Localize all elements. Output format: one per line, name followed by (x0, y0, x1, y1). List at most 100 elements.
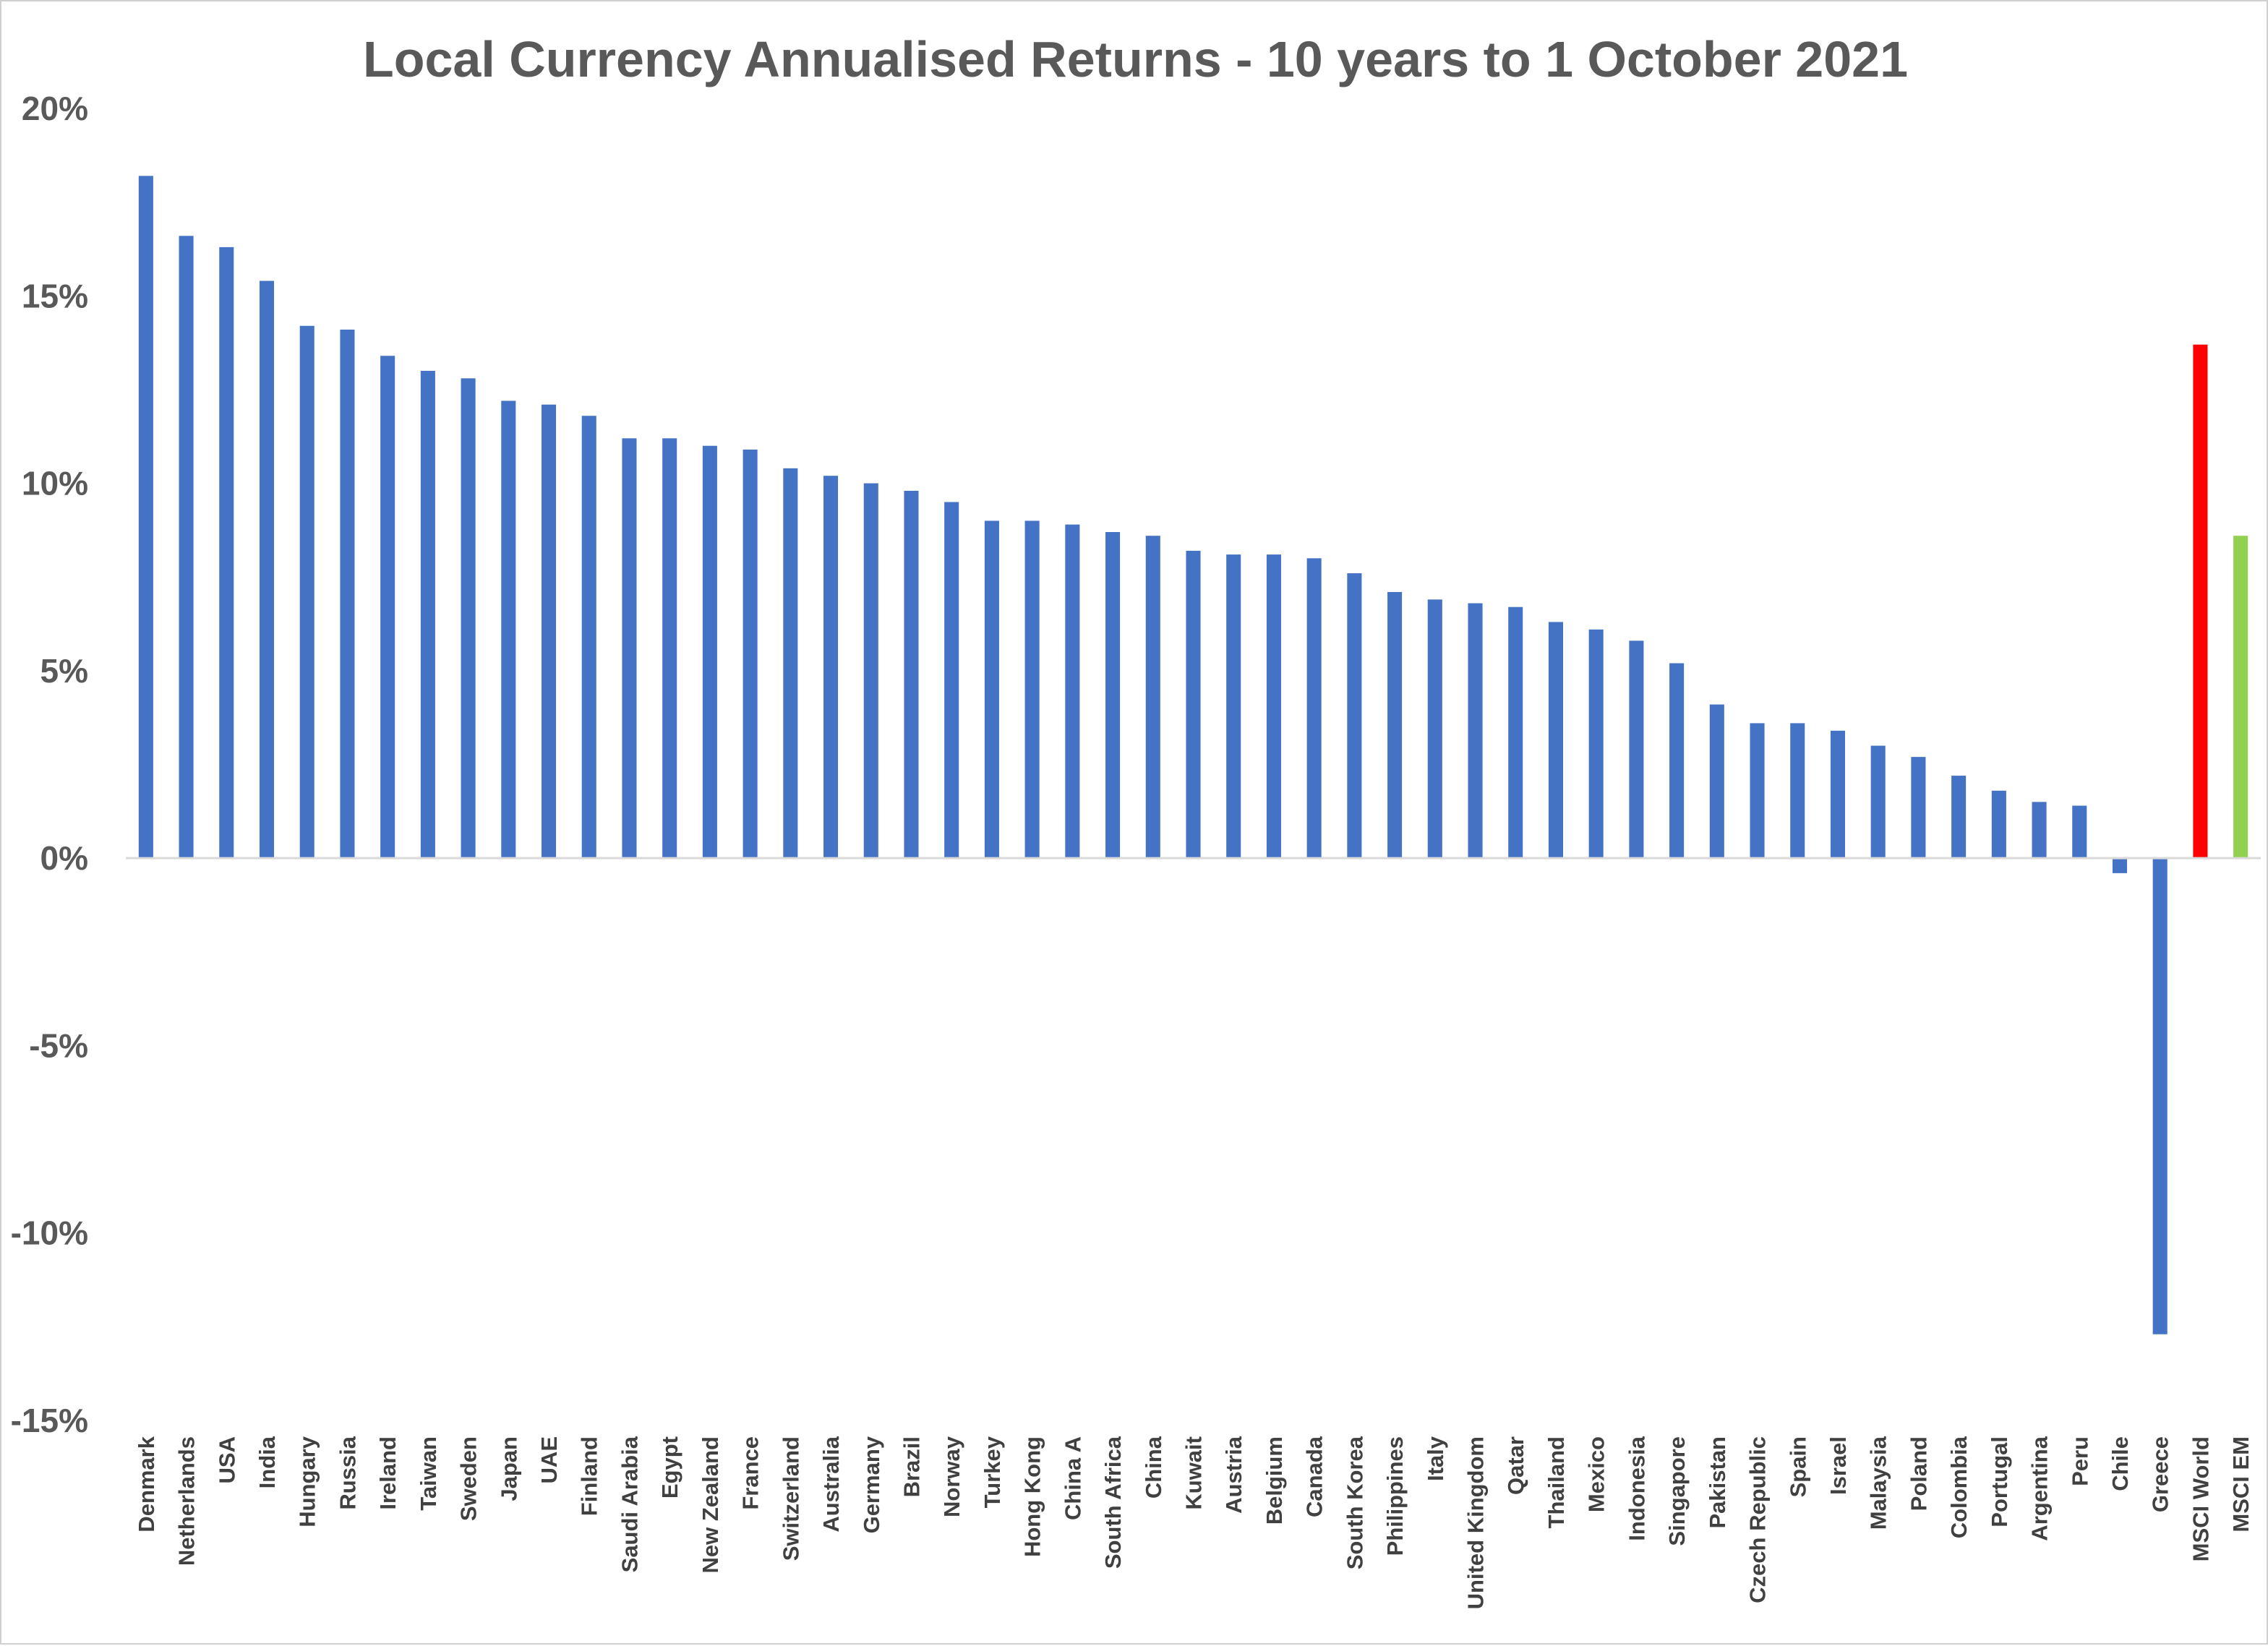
x-tick-label: Switzerland (778, 1436, 803, 1561)
bar-russia (340, 329, 355, 859)
x-tick-label: Netherlands (174, 1436, 200, 1566)
bar-egypt (662, 438, 677, 859)
bar-hong-kong (1024, 520, 1040, 859)
bar-china (1145, 536, 1160, 859)
x-tick-label: Denmark (134, 1436, 159, 1532)
x-tick-label: Norway (939, 1436, 964, 1517)
x-tick-label: Canada (1302, 1436, 1327, 1517)
bar-israel (1830, 730, 1846, 859)
x-tick-label: Belgium (1262, 1436, 1287, 1525)
x-tick-label: Taiwan (416, 1436, 441, 1511)
bar-belgium (1266, 554, 1281, 859)
y-tick-label: 20% (22, 90, 88, 127)
y-tick-label: -15% (11, 1402, 88, 1439)
bar-kuwait (1186, 550, 1201, 859)
bar-finland (581, 416, 596, 859)
bar-spain (1790, 723, 1805, 859)
bar-mexico (1588, 629, 1604, 859)
bar-portugal (1991, 790, 2006, 859)
y-axis-labels: 20% 15% 10% 5% 0% -5% -10% -15% (11, 90, 88, 1439)
bar-msci-world (2193, 344, 2208, 859)
bar-south-korea (1347, 573, 1362, 859)
x-tick-label: Peru (2067, 1436, 2092, 1486)
x-tick-label: Poland (1906, 1436, 1931, 1511)
x-tick-label: Portugal (1987, 1436, 2012, 1527)
x-tick-label: Argentina (2027, 1436, 2053, 1540)
bar-thailand (1548, 622, 1563, 859)
x-tick-label: Colombia (1946, 1436, 1972, 1538)
bar-switzerland (783, 468, 798, 859)
x-tick-label: Hong Kong (1020, 1436, 1045, 1557)
bar-india (259, 280, 275, 859)
x-tick-label: Indonesia (1624, 1436, 1649, 1540)
x-tick-label: Kuwait (1181, 1436, 1207, 1510)
bar-philippines (1387, 591, 1403, 859)
bar-united-kingdom (1468, 603, 1483, 859)
x-tick-label: Russia (335, 1436, 360, 1509)
x-tick-label: Qatar (1503, 1436, 1528, 1495)
x-tick-label: China (1141, 1436, 1166, 1499)
x-tick-label: Greece (2148, 1436, 2173, 1512)
x-tick-label: Spain (1785, 1436, 1810, 1497)
bar-ireland (380, 356, 395, 859)
bar-poland (1911, 757, 1926, 859)
bar-czech-republic (1750, 723, 1765, 859)
bar-pakistan (1709, 704, 1724, 859)
bar-indonesia (1629, 640, 1644, 859)
x-tick-label: Finland (577, 1436, 602, 1516)
bar-saudi-arabia (622, 438, 637, 859)
x-tick-label: USA (214, 1436, 239, 1483)
bar-france (743, 449, 758, 859)
x-tick-label: South Africa (1100, 1436, 1126, 1569)
bar-south-africa (1105, 531, 1121, 859)
bar-greece (2152, 858, 2168, 1334)
bar-uae (541, 404, 557, 859)
x-tick-label: Czech Republic (1745, 1436, 1771, 1603)
x-tick-label: Israel (1826, 1436, 1851, 1495)
y-tick-label: 5% (40, 652, 88, 690)
x-tick-label: Brazil (899, 1436, 924, 1497)
bar-argentina (2032, 802, 2047, 859)
bar-sweden (461, 378, 476, 859)
x-tick-label: Mexico (1584, 1436, 1609, 1512)
x-tick-label: India (254, 1436, 280, 1488)
bar-hungary (299, 325, 314, 859)
bar-chile (2112, 858, 2128, 873)
x-tick-label: Chile (2107, 1436, 2133, 1491)
y-tick-label: -10% (11, 1214, 88, 1252)
x-tick-label: Saudi Arabia (617, 1436, 642, 1572)
bar-turkey (984, 520, 999, 859)
x-tick-label: Austria (1221, 1436, 1246, 1514)
x-tick-label: Sweden (456, 1436, 482, 1521)
x-tick-label: MSCI EM (2228, 1436, 2254, 1533)
x-tick-label: China A (1060, 1436, 1085, 1520)
x-tick-label: United Kingdom (1463, 1436, 1489, 1609)
bar-peru (2072, 805, 2087, 859)
x-tick-label: South Korea (1342, 1436, 1367, 1569)
y-tick-label: 0% (40, 839, 88, 877)
x-tick-label: France (738, 1436, 763, 1510)
bar-denmark (138, 176, 153, 859)
x-tick-label: Ireland (375, 1436, 401, 1510)
x-tick-label: Japan (496, 1436, 521, 1501)
bar-japan (501, 400, 516, 859)
chart-title: Local Currency Annualised Returns - 10 y… (362, 31, 1909, 87)
bar-new-zealand (702, 445, 717, 859)
x-tick-label: UAE (536, 1436, 562, 1483)
bar-austria (1226, 554, 1241, 859)
bars (138, 176, 2248, 1334)
x-tick-label: Australia (818, 1436, 844, 1532)
bar-norway (944, 502, 959, 859)
bar-qatar (1508, 606, 1523, 859)
bar-taiwan (420, 371, 435, 859)
x-tick-label: Germany (859, 1436, 884, 1533)
x-tick-label: Italy (1423, 1436, 1448, 1481)
y-tick-label: 10% (22, 465, 88, 502)
bar-australia (823, 476, 839, 859)
x-tick-label: MSCI World (2188, 1436, 2213, 1561)
bar-singapore (1669, 663, 1685, 859)
x-tick-label: Egypt (657, 1436, 682, 1499)
bar-canada (1306, 558, 1322, 859)
x-axis-labels: Denmark Netherlands USA India Hungary Russia I… (134, 1436, 2254, 1609)
